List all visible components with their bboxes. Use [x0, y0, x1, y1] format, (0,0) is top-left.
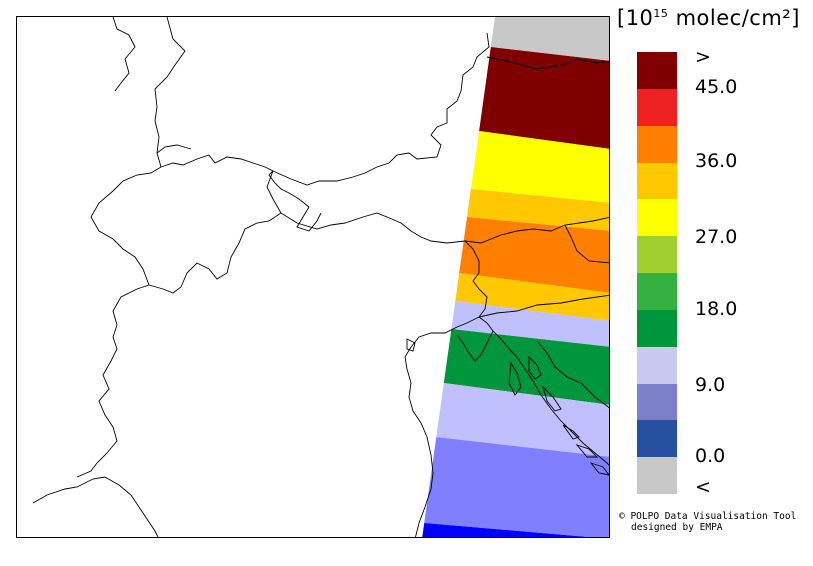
- border-france-belgium: [112, 17, 136, 92]
- island-cres: [508, 361, 522, 396]
- legend-swatch: [637, 420, 677, 458]
- swath-band: [479, 47, 609, 149]
- islands-dalmatia: [562, 424, 609, 476]
- legend-tick-label: <: [695, 476, 711, 498]
- units-exponent: 15: [653, 7, 669, 20]
- coast-adriatic-north: [404, 316, 480, 537]
- border-france-italy: [76, 284, 150, 478]
- coast-italy-west: [104, 476, 159, 537]
- units-prefix: [10: [617, 6, 654, 30]
- legend-tick-label: 27.0: [695, 226, 738, 248]
- legend-tick-label: >: [695, 46, 711, 68]
- swath-band: [424, 437, 609, 537]
- border-germany-austria: [272, 32, 490, 186]
- credit-line-2: designed by EMPA: [631, 522, 723, 533]
- units-title: [1015 molec/cm²]: [617, 6, 809, 30]
- legend-swatch: [637, 346, 677, 384]
- border-switzerland-west: [90, 166, 162, 286]
- legend-swatch: [637, 125, 677, 163]
- legend-swatch: [637, 199, 677, 237]
- border-hungary: [564, 224, 609, 264]
- island-pag: [542, 385, 562, 412]
- units-suffix: molec/cm²]: [668, 6, 800, 30]
- coast-ligurian: [32, 476, 106, 504]
- border-bosnia: [536, 340, 609, 409]
- legend-swatch: [637, 52, 677, 90]
- legend-tick-label: 45.0: [695, 76, 738, 98]
- legend-tick-label: 36.0: [695, 150, 738, 172]
- border-ita-east-region: [156, 144, 192, 154]
- color-legend: [637, 52, 677, 495]
- legend-tick-label: 9.0: [695, 374, 726, 396]
- swath-band: [436, 383, 609, 457]
- coast-croatia: [492, 330, 609, 466]
- island-krk: [528, 355, 542, 380]
- swath-band: [490, 17, 609, 61]
- credit-line-1: © POLPO Data Visualisation Tool: [619, 511, 797, 522]
- legend-swatch: [637, 457, 677, 495]
- legend-swatch: [637, 162, 677, 200]
- swath-band: [459, 217, 609, 293]
- lagoon-venice: [406, 338, 416, 352]
- legend-swatch: [637, 273, 677, 311]
- border-liechtenstein: [268, 170, 322, 232]
- coast-istria: [456, 316, 494, 362]
- map-panel: [16, 16, 610, 538]
- border-switzerland-north: [160, 154, 282, 214]
- credit-text: © POLPO Data Visualisation Tool designed…: [619, 511, 796, 533]
- legend-tick-label: 0.0: [695, 445, 726, 467]
- border-slovenia-italy: [464, 240, 488, 318]
- legend-swatch: [637, 236, 677, 274]
- swath-band: [467, 189, 609, 231]
- border-switzerland-south: [148, 212, 282, 294]
- legend-swatch: [637, 309, 677, 348]
- map-canvas: [32, 17, 609, 537]
- legend-swatch: [637, 383, 677, 421]
- swath-band: [470, 131, 609, 203]
- swath-band: [422, 523, 588, 537]
- swath-band: [443, 329, 609, 405]
- border-austria-italy: [280, 212, 609, 244]
- swath-band: [451, 301, 609, 347]
- satellite-swath: [422, 17, 609, 537]
- legend-swatch: [637, 88, 677, 127]
- border-czech: [486, 56, 609, 70]
- legend-tick-label: 18.0: [695, 298, 738, 320]
- border-slovenia-croatia: [478, 294, 609, 318]
- border-germany-west: [154, 17, 186, 168]
- swath-band: [455, 273, 609, 321]
- country-borders: [32, 17, 609, 537]
